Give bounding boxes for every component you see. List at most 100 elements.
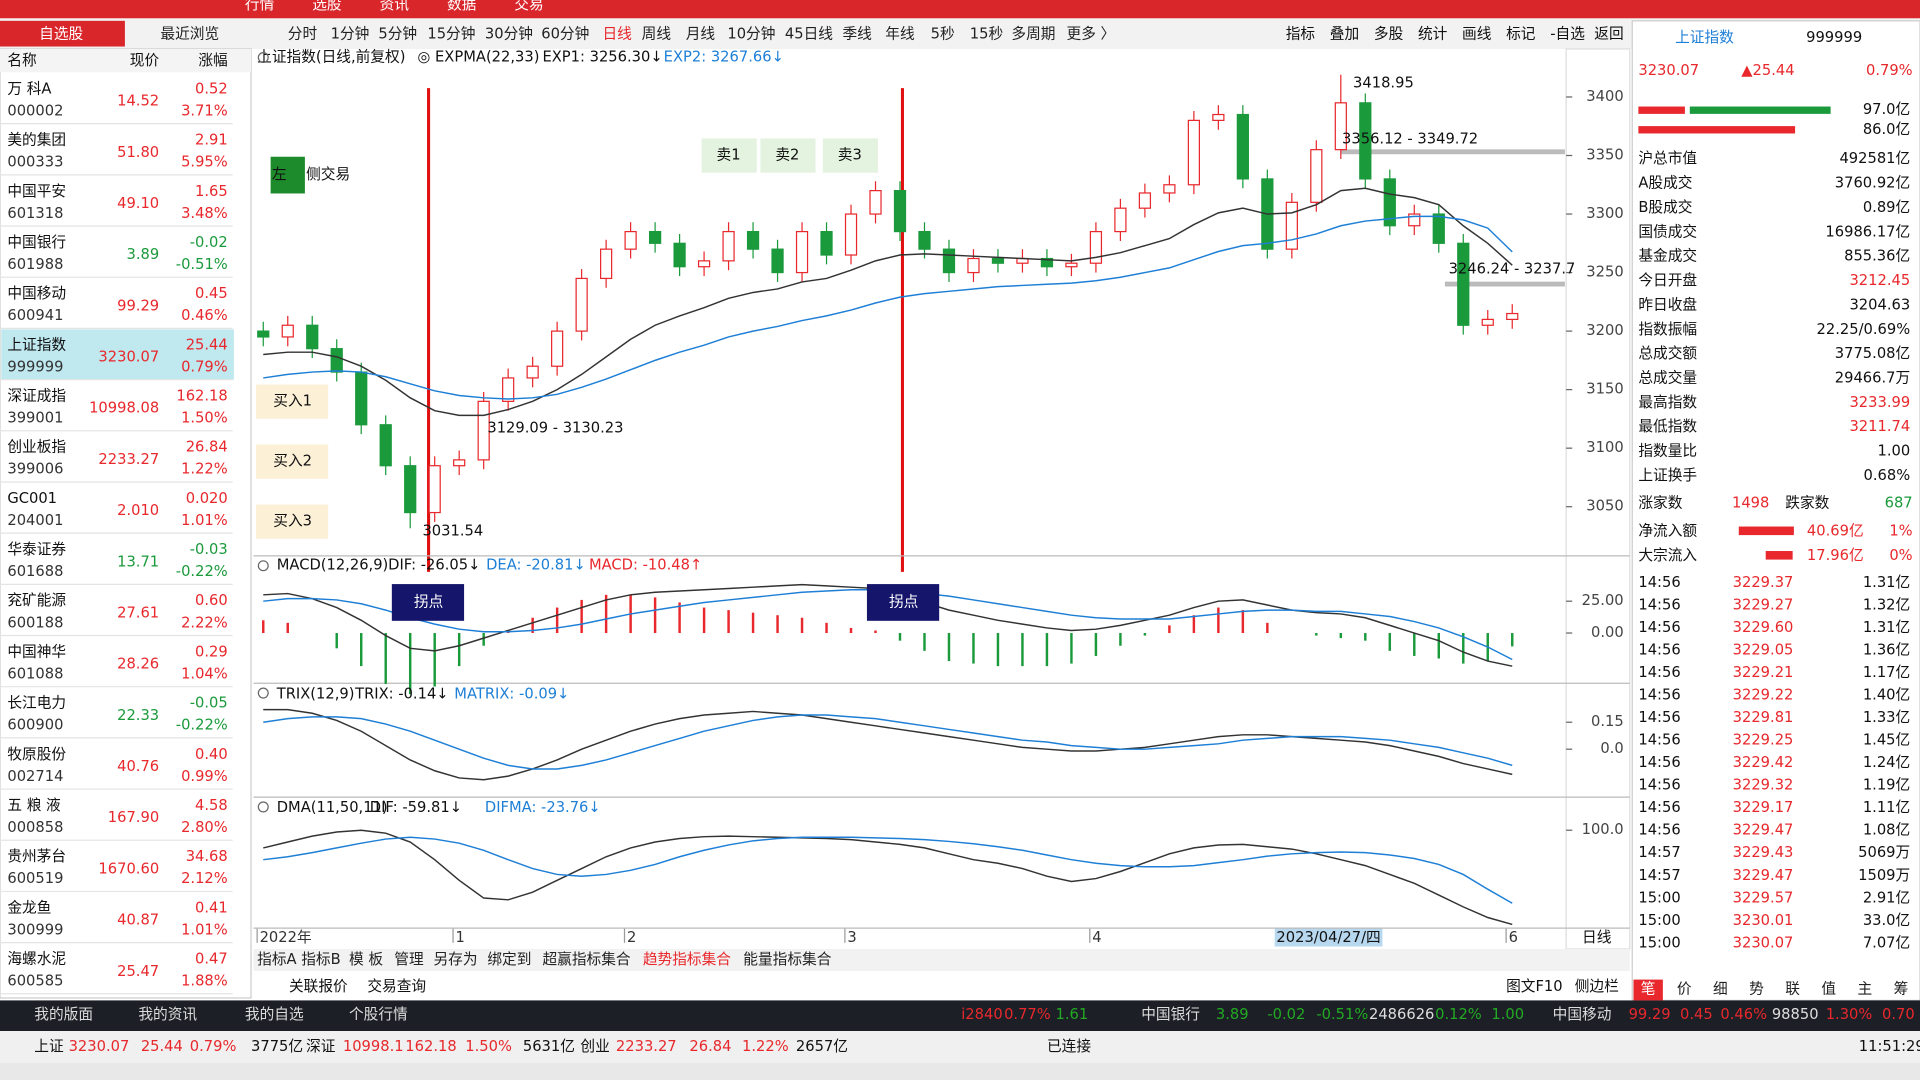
stock-name[interactable]: 中国神华 (7, 643, 66, 660)
indicator-tab[interactable]: 指标B (301, 951, 340, 968)
candle-body (722, 230, 735, 262)
stock-name[interactable]: 贵州茅台 (7, 848, 66, 865)
period-button[interactable]: 15秒 (970, 25, 1004, 42)
candle-body (869, 190, 882, 215)
candle-body (526, 365, 539, 379)
menu-item[interactable]: 资讯 (380, 0, 410, 13)
indicator-tab[interactable]: 指标A (257, 951, 296, 968)
quote-tab[interactable]: 联 (1785, 980, 1800, 997)
turn-label: 拐点 (414, 593, 443, 610)
quote-tab[interactable]: 筹 (1894, 980, 1909, 997)
quote-tab[interactable]: 笔 (1641, 980, 1656, 997)
stock-name[interactable]: 长江电力 (7, 695, 66, 712)
menu-item[interactable]: 交易 (514, 0, 543, 13)
candle-body (1285, 201, 1298, 250)
quote-tab[interactable]: 主 (1858, 980, 1873, 997)
status-item[interactable]: 我的资讯 (138, 1006, 197, 1023)
tick-price: 3229.81 (1733, 709, 1794, 726)
stock-name[interactable]: 中国平安 (7, 183, 66, 200)
tool-button[interactable]: 统计 (1418, 25, 1448, 42)
tick-volume: 1.40亿 (1863, 687, 1910, 704)
tool-button[interactable]: 返回 (1594, 25, 1623, 42)
tool-button[interactable]: 叠加 (1330, 25, 1359, 42)
status-item[interactable]: 我的自选 (245, 1006, 304, 1023)
stock-name[interactable]: 上证指数 (7, 336, 66, 353)
period-button[interactable]: 年线 (885, 25, 915, 42)
tool-button[interactable]: 指标 (1286, 25, 1316, 42)
sub-tab[interactable]: 关联报价 (289, 978, 348, 995)
period-button[interactable]: 多周期 (1011, 25, 1055, 42)
stock-name[interactable]: 中国银行 (7, 234, 66, 251)
quote-pct: 0.79% (1866, 62, 1913, 79)
tick-volume: 33.0亿 (1863, 912, 1910, 929)
stock-name[interactable]: 金龙鱼 (7, 898, 51, 916)
menu-item[interactable]: 行情 (245, 0, 275, 13)
stock-name[interactable]: 牧原股份 (7, 746, 66, 763)
indicator-tab[interactable]: 趋势指标集合 (643, 951, 731, 968)
period-button[interactable]: 日线 (602, 25, 632, 42)
period-button[interactable]: 更多 〉 (1067, 25, 1116, 42)
period-button[interactable]: 30分钟 (485, 25, 533, 42)
menu-item[interactable]: 数据 (447, 0, 477, 13)
stock-name[interactable]: GC001 (7, 490, 57, 507)
indicator-tab[interactable]: 绑定到 (487, 951, 531, 968)
stock-name[interactable]: 海螺水泥 (7, 951, 66, 968)
stat-label: 国债成交 (1638, 222, 1697, 240)
stock-name[interactable]: 创业板指 (7, 438, 66, 456)
tick-time: 14:56 (1638, 596, 1680, 613)
stock-name[interactable]: 万 科A (7, 80, 51, 97)
period-button[interactable]: 10分钟 (727, 25, 775, 42)
status-item[interactable]: 个股行情 (349, 1006, 408, 1023)
quote-tab[interactable]: 值 (1821, 980, 1836, 997)
stock-pct: 5.95% (181, 154, 228, 171)
stock-pct: -0.51% (176, 256, 228, 273)
stock-name[interactable]: 深证成指 (7, 387, 66, 404)
stock-change: 0.60 (195, 592, 228, 609)
tool-button[interactable]: 标记 (1506, 25, 1536, 42)
quote-tab[interactable]: 价 (1677, 980, 1692, 997)
stock-name[interactable]: 兖矿能源 (7, 592, 66, 609)
stat-value: 0% (1889, 547, 1912, 564)
status-item[interactable]: 我的版面 (34, 1006, 93, 1023)
candle-body (1359, 102, 1372, 180)
tab[interactable]: 最近浏览 (160, 25, 219, 42)
indicator-tab[interactable]: 另存为 (433, 951, 477, 968)
period-button[interactable]: 周线 (642, 25, 672, 42)
indicator-tab[interactable]: 管理 (394, 951, 424, 968)
tool-button[interactable]: 多股 (1374, 25, 1404, 42)
quote-tab[interactable]: 细 (1713, 980, 1728, 997)
indicator-tab[interactable]: 模 板 (349, 950, 383, 968)
status-item: 0.77% (1004, 1006, 1051, 1023)
period-button[interactable]: 5秒 (931, 25, 955, 42)
candle-body (1187, 119, 1200, 186)
tool-button[interactable]: 画线 (1462, 25, 1492, 42)
candle-body (477, 400, 490, 461)
period-button[interactable]: 5分钟 (378, 25, 417, 42)
indicator-tab[interactable]: 能量指标集合 (743, 951, 831, 968)
stock-price: 27.61 (117, 604, 159, 621)
sell-bar (1638, 126, 1796, 134)
indicator-tab[interactable]: 超赢指标集合 (542, 951, 630, 968)
stock-name[interactable]: 美的集团 (7, 132, 66, 149)
stock-name[interactable]: 华泰证券 (7, 541, 66, 558)
quote-tab[interactable]: 势 (1749, 980, 1764, 997)
annotation: 3246.24 - 3237.7 (1449, 260, 1576, 277)
period-button[interactable]: 分时 (288, 25, 318, 42)
period-button[interactable]: 月线 (686, 25, 716, 42)
tool-button[interactable]: -自选 (1550, 25, 1585, 42)
tab[interactable]: 自选股 (39, 25, 83, 42)
sub-tab[interactable]: 交易查询 (367, 977, 426, 995)
candle-body (991, 257, 1005, 264)
sub-tab[interactable]: 侧边栏 (1575, 978, 1619, 995)
stock-name[interactable]: 五 粮 液 (7, 797, 61, 814)
stock-name[interactable]: 中国移动 (7, 285, 66, 302)
period-button[interactable]: 季线 (842, 25, 872, 42)
tick-time: 14:56 (1638, 619, 1680, 636)
sub-tab[interactable]: 图文F10 (1506, 978, 1563, 995)
period-button[interactable]: 15分钟 (427, 25, 475, 42)
period-button[interactable]: 1分钟 (331, 25, 370, 42)
menu-item[interactable]: 选股 (312, 0, 342, 13)
period-button[interactable]: 60分钟 (541, 25, 589, 42)
period-button[interactable]: 45日线 (785, 25, 833, 42)
